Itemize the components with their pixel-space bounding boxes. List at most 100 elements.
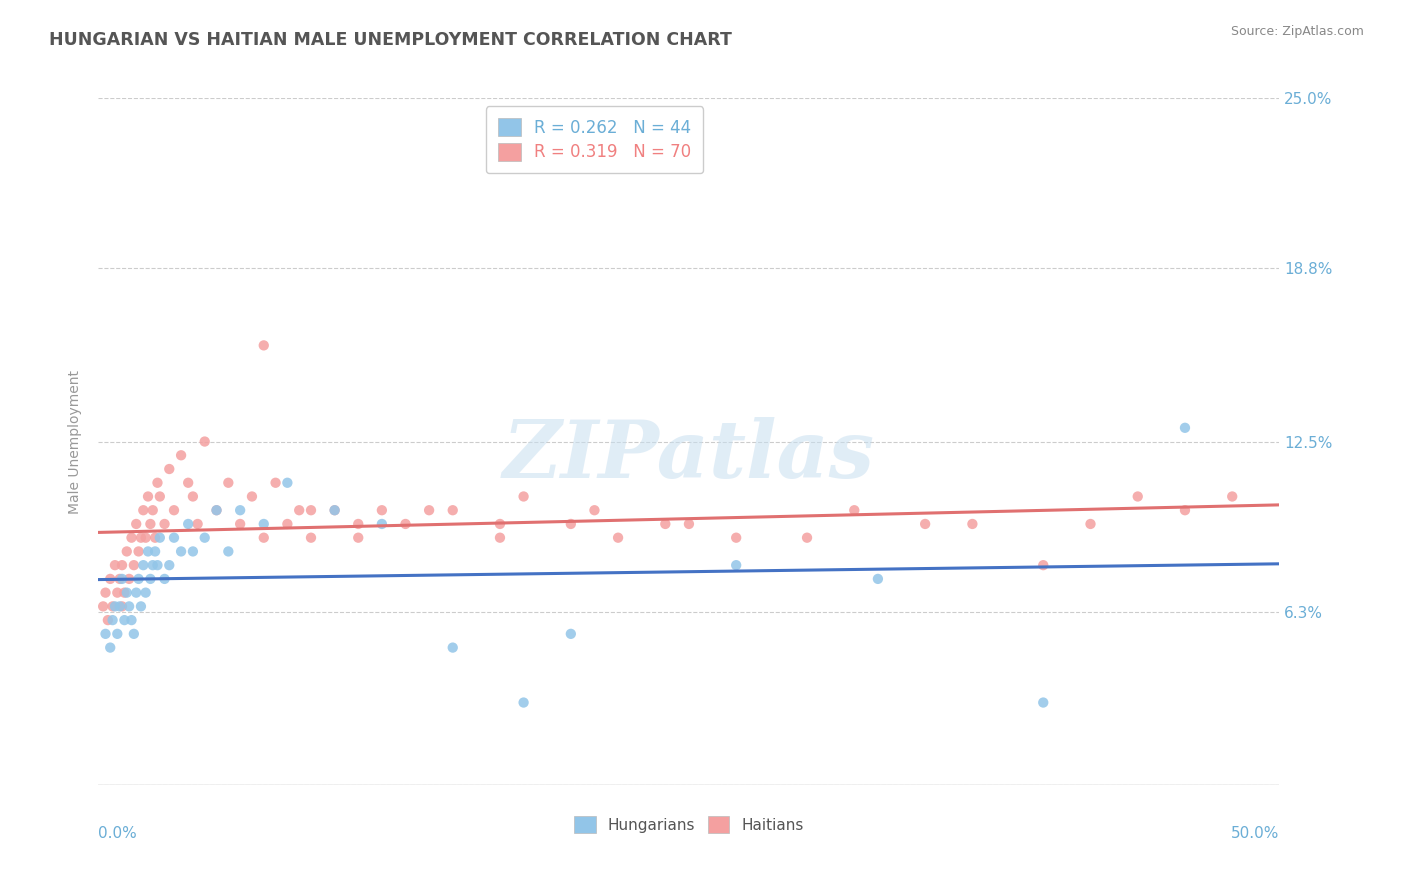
Point xyxy=(796,531,818,545)
Point xyxy=(217,475,239,490)
Point xyxy=(153,516,176,531)
Point xyxy=(441,503,464,517)
Point xyxy=(135,531,157,545)
Point xyxy=(163,531,186,545)
Point xyxy=(125,516,148,531)
Point xyxy=(104,558,127,573)
Point xyxy=(104,599,127,614)
Point xyxy=(512,490,534,504)
Point xyxy=(217,544,239,558)
Point xyxy=(418,503,440,517)
Point xyxy=(112,585,135,599)
Point xyxy=(111,558,134,573)
Point xyxy=(111,572,134,586)
Point xyxy=(323,503,346,517)
Point xyxy=(725,531,748,545)
Point xyxy=(163,503,186,517)
Point xyxy=(512,696,534,710)
Point xyxy=(347,516,370,531)
Point xyxy=(157,558,180,573)
Legend: Hungarians, Haitians: Hungarians, Haitians xyxy=(568,810,810,839)
Point xyxy=(125,585,148,599)
Point xyxy=(139,572,162,586)
Point xyxy=(1032,558,1054,573)
Point xyxy=(205,503,228,517)
Point xyxy=(142,503,165,517)
Point xyxy=(143,544,166,558)
Point xyxy=(108,572,131,586)
Point xyxy=(170,544,193,558)
Point xyxy=(347,531,370,545)
Point xyxy=(371,503,394,517)
Point xyxy=(264,475,287,490)
Point xyxy=(187,516,209,531)
Point xyxy=(111,599,134,614)
Point xyxy=(253,338,276,352)
Point xyxy=(118,599,141,614)
Point xyxy=(121,613,143,627)
Point xyxy=(115,585,138,599)
Point xyxy=(607,531,630,545)
Point xyxy=(118,572,141,586)
Point xyxy=(98,640,121,655)
Point xyxy=(170,448,193,462)
Point xyxy=(276,516,298,531)
Text: HUNGARIAN VS HAITIAN MALE UNEMPLOYMENT CORRELATION CHART: HUNGARIAN VS HAITIAN MALE UNEMPLOYMENT C… xyxy=(49,31,733,49)
Point xyxy=(115,544,138,558)
Text: Source: ZipAtlas.com: Source: ZipAtlas.com xyxy=(1230,25,1364,38)
Point xyxy=(112,613,135,627)
Point xyxy=(240,490,263,504)
Point xyxy=(394,516,416,531)
Point xyxy=(143,531,166,545)
Point xyxy=(489,531,512,545)
Point xyxy=(128,572,150,586)
Point xyxy=(1032,696,1054,710)
Point xyxy=(132,503,155,517)
Point xyxy=(177,516,200,531)
Point xyxy=(560,516,582,531)
Point xyxy=(149,531,172,545)
Point xyxy=(253,516,276,531)
Point xyxy=(139,516,162,531)
Point xyxy=(489,516,512,531)
Point xyxy=(725,558,748,573)
Point xyxy=(654,516,676,531)
Point xyxy=(194,531,217,545)
Point xyxy=(94,627,117,641)
Point xyxy=(229,503,252,517)
Point xyxy=(146,475,169,490)
Point xyxy=(288,503,311,517)
Point xyxy=(1220,490,1243,504)
Point xyxy=(844,503,866,517)
Point xyxy=(101,599,124,614)
Point xyxy=(105,627,128,641)
Point xyxy=(98,572,121,586)
Point xyxy=(94,585,117,599)
Point xyxy=(962,516,984,531)
Point xyxy=(101,613,124,627)
Text: ZIPatlas: ZIPatlas xyxy=(503,417,875,494)
Point xyxy=(97,613,120,627)
Point xyxy=(157,462,180,476)
Point xyxy=(128,544,150,558)
Point xyxy=(153,572,176,586)
Y-axis label: Male Unemployment: Male Unemployment xyxy=(69,369,83,514)
Point xyxy=(1080,516,1102,531)
Point xyxy=(142,558,165,573)
Point xyxy=(135,585,157,599)
Point xyxy=(181,544,204,558)
Point xyxy=(323,503,346,517)
Point xyxy=(122,558,145,573)
Point xyxy=(583,503,606,517)
Point xyxy=(194,434,217,449)
Point xyxy=(299,503,322,517)
Point xyxy=(132,558,155,573)
Point xyxy=(129,599,152,614)
Point xyxy=(276,475,298,490)
Point xyxy=(1174,503,1197,517)
Point xyxy=(914,516,936,531)
Text: 50.0%: 50.0% xyxy=(1232,826,1279,841)
Point xyxy=(91,599,114,614)
Point xyxy=(299,531,322,545)
Text: 0.0%: 0.0% xyxy=(98,826,138,841)
